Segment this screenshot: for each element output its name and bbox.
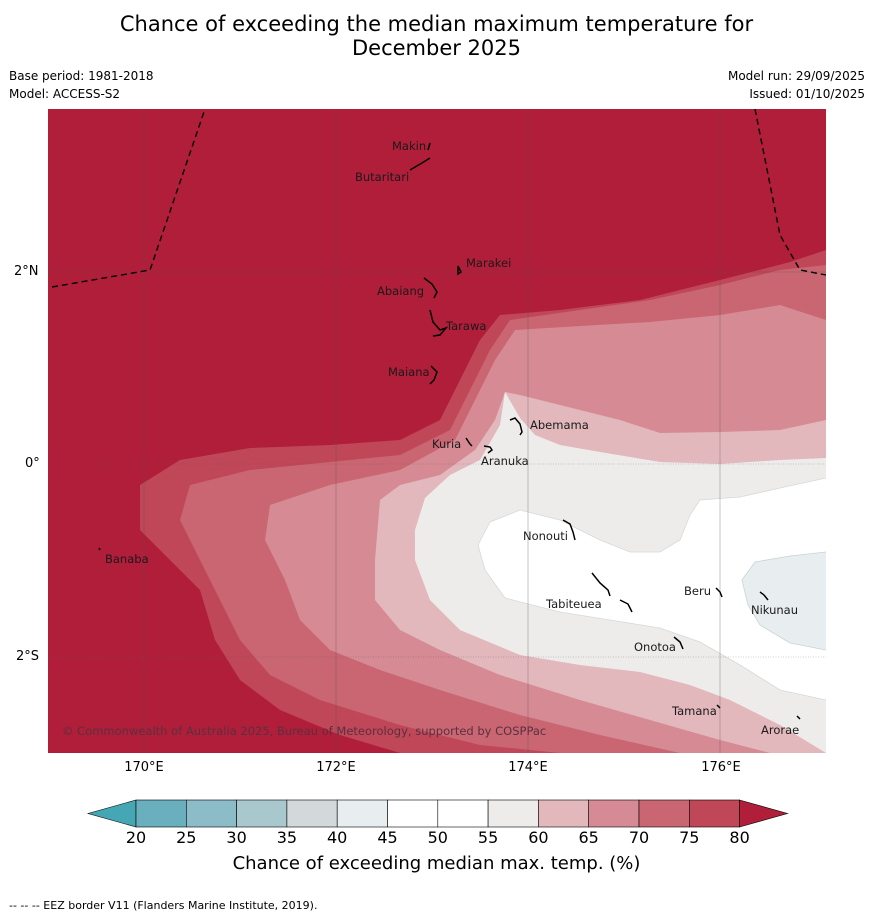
lat-label-2n: 2°N — [14, 264, 39, 279]
title-line-2: December 2025 — [351, 36, 521, 60]
island-label-abemama: Abemama — [530, 418, 589, 432]
colorbar-tick-label: 55 — [477, 828, 499, 847]
lon-label-170: 170°E — [124, 760, 164, 775]
colorbar-tick-label: 30 — [226, 828, 247, 847]
model-name: Model: ACCESS-S2 — [9, 87, 121, 101]
lon-label-176: 176°E — [701, 760, 741, 775]
colorbar — [86, 799, 789, 828]
lat-label-2s: 2°S — [16, 649, 40, 664]
island-label-tabiteuea: Tabiteuea — [546, 597, 602, 611]
colorbar-segment — [336, 799, 388, 828]
colorbar-segment — [387, 799, 439, 828]
island-shapes — [98, 142, 801, 720]
lat-label-0: 0° — [25, 456, 40, 471]
colorbar-segment — [588, 799, 640, 828]
colorbar-tick-label: 20 — [125, 828, 147, 847]
colorbar-segment — [437, 799, 489, 828]
colorbar-tick-label: 35 — [276, 828, 298, 847]
colorbar-tick-label: 45 — [377, 828, 398, 847]
island-label-maiana: Maiana — [388, 365, 430, 379]
colorbar-extend-high — [739, 799, 789, 828]
colorbar-segment — [487, 799, 539, 828]
colorbar-tick-label: 60 — [528, 828, 549, 847]
island-label-abaiang: Abaiang — [377, 284, 425, 298]
colorbar-segment — [135, 799, 187, 828]
island-label-tamana: Tamana — [672, 704, 717, 718]
lon-label-174: 174°E — [508, 760, 548, 775]
island-label-tarawa: Tarawa — [446, 319, 487, 333]
colorbar-tick-label: 65 — [578, 828, 599, 847]
island-label-marakei: Marakei — [466, 256, 512, 270]
band-45-55 — [478, 478, 826, 700]
colorbar-segment — [286, 799, 338, 828]
colorbar-tick-label: 70 — [628, 828, 650, 847]
colorbar-tick-label: 50 — [427, 828, 448, 847]
colorbar-segment — [688, 799, 740, 828]
model-run: Model run: 29/09/2025 — [727, 69, 865, 83]
island-label-aranuka: Aranuka — [481, 454, 529, 468]
island-label-makin: Makin — [392, 139, 427, 153]
colorbar-segment — [186, 799, 237, 828]
island-label-nikunau: Nikunau — [751, 603, 799, 617]
colorbar-tick-label: 25 — [176, 828, 197, 847]
island-label-arorae: Arorae — [761, 723, 800, 737]
colorbar-segment — [236, 799, 288, 828]
colorbar-label: Chance of exceeding median max. temp. (%… — [232, 853, 641, 874]
colorbar-tick-label: 75 — [679, 828, 700, 847]
island-label-banaba: Banaba — [105, 552, 149, 566]
chart-title: Chance of exceeding the median maximum t… — [0, 12, 873, 60]
map-area — [48, 109, 826, 753]
eez-border — [51, 109, 826, 288]
title-line-1: Chance of exceeding the median maximum t… — [119, 12, 754, 36]
colorbar-segment — [638, 799, 690, 828]
meta-right: Model run: 29/09/2025 Issued: 01/10/2025 — [728, 67, 865, 103]
island-label-nonouti: Nonouti — [523, 529, 568, 543]
island-label-butaritari: Butaritari — [355, 170, 410, 184]
colorbar-extend-low — [86, 799, 137, 828]
island-label-beru: Beru — [684, 584, 711, 598]
copyright-notice: © Commonwealth of Australia 2025, Bureau… — [62, 724, 547, 738]
graticule — [48, 109, 826, 753]
island-label-onotoa: Onotoa — [634, 640, 676, 654]
footer-note: -- -- -- EEZ border V11 (Flanders Marine… — [9, 899, 318, 912]
colorbar-tick-label: 40 — [327, 828, 348, 847]
meta-left: Base period: 1981-2018 Model: ACCESS-S2 — [9, 67, 154, 103]
band-40-45 — [742, 552, 826, 650]
colorbar-segment — [538, 799, 590, 828]
island-label-kuria: Kuria — [432, 437, 462, 451]
lon-label-172: 172°E — [316, 760, 356, 775]
issued-date: Issued: 01/10/2025 — [749, 87, 865, 101]
colorbar-tick-label: 80 — [729, 828, 750, 847]
base-period: Base period: 1981-2018 — [9, 69, 154, 83]
